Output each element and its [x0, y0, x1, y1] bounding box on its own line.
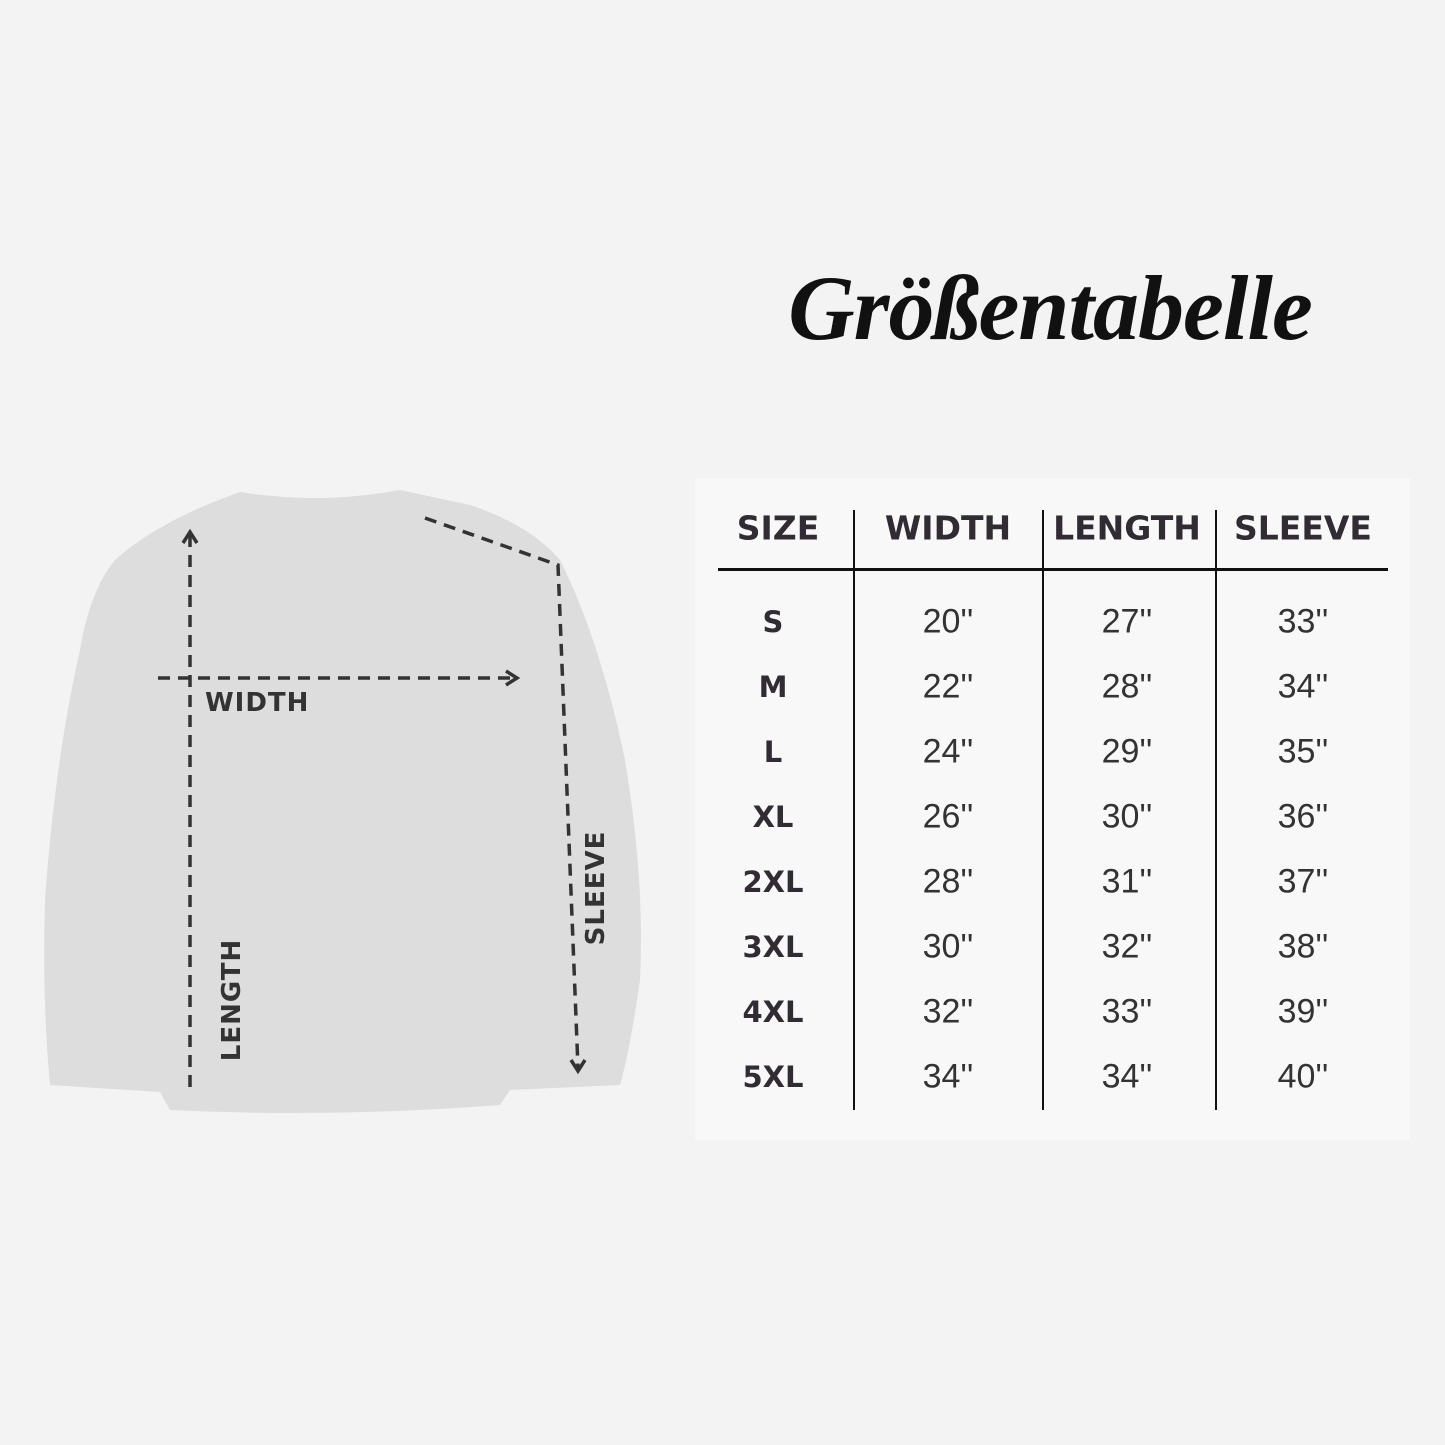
column-divider	[853, 510, 855, 1110]
measurement-cell: 40''	[1277, 1057, 1329, 1096]
measurement-cell: 27''	[1101, 602, 1153, 641]
header-divider	[718, 568, 1388, 571]
measurement-cell: 34''	[922, 1057, 974, 1096]
measurement-cell: 30''	[922, 927, 974, 966]
measurement-cell: 30''	[1101, 797, 1153, 836]
measurement-cell: 36''	[1277, 797, 1329, 836]
page-title: Größentabelle	[788, 257, 1313, 359]
measurement-cell: 22''	[922, 667, 974, 706]
measurement-cell: 34''	[1277, 667, 1329, 706]
column-divider	[1215, 510, 1217, 1110]
column-header: WIDTH	[884, 508, 1012, 548]
measurement-cell: 31''	[1101, 862, 1153, 901]
measurement-cell: 32''	[922, 992, 974, 1031]
measurement-cell: 32''	[1101, 927, 1153, 966]
measurement-cell: 38''	[1277, 927, 1329, 966]
sweatshirt-illustration	[44, 490, 641, 1114]
size-cell: 5XL	[742, 1060, 804, 1094]
measurement-cell: 33''	[1101, 992, 1153, 1031]
measurement-cell: 34''	[1101, 1057, 1153, 1096]
measurement-cell: 26''	[922, 797, 974, 836]
column-divider	[1042, 510, 1044, 1110]
measurement-cell: 24''	[922, 732, 974, 771]
width-label: WIDTH	[205, 688, 310, 718]
sleeve-label: SLEEVE	[581, 830, 611, 946]
size-cell: S	[762, 605, 784, 639]
column-header: SLEEVE	[1234, 508, 1372, 548]
measurement-cell: 39''	[1277, 992, 1329, 1031]
measurement-cell: 28''	[1101, 667, 1153, 706]
size-cell: 2XL	[742, 865, 804, 899]
column-header: SIZE	[736, 508, 820, 548]
sweatshirt-shape	[44, 490, 641, 1114]
measurement-cell: 35''	[1277, 732, 1329, 771]
measurement-cell: 29''	[1101, 732, 1153, 771]
size-cell: L	[763, 735, 783, 769]
sleeve-arrow	[424, 516, 580, 1069]
measurement-cell: 33''	[1277, 602, 1329, 641]
measurement-cell: 28''	[922, 862, 974, 901]
length-label: LENGTH	[217, 938, 247, 1062]
size-cell: 4XL	[742, 995, 804, 1029]
size-cell: 3XL	[742, 930, 804, 964]
size-table	[695, 478, 1410, 1140]
measurement-cell: 37''	[1277, 862, 1329, 901]
measurement-cell: 20''	[922, 602, 974, 641]
column-header: LENGTH	[1053, 508, 1201, 548]
size-cell: XL	[752, 800, 794, 834]
size-cell: M	[758, 670, 788, 704]
